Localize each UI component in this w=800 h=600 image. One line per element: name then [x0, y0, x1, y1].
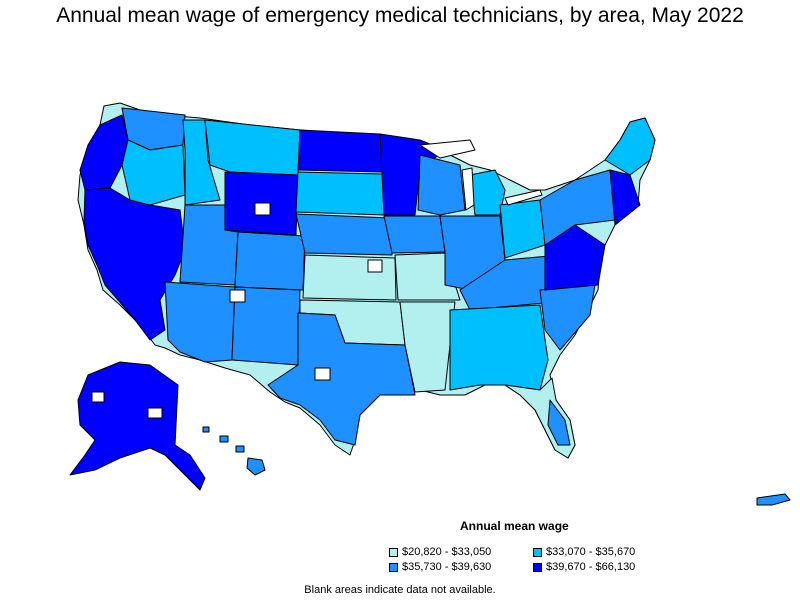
- lake-superior: [419, 139, 476, 159]
- region-florida: [504, 377, 576, 459]
- legend-label: $39,670 - $66,130: [546, 561, 636, 573]
- no-data-area: [254, 202, 271, 216]
- no-data-area: [314, 367, 331, 381]
- legend-item-range-1: $20,820 - $33,050: [389, 546, 491, 558]
- legend-swatch: [389, 562, 398, 572]
- region-iowa: [383, 215, 446, 254]
- region-minnesota: [379, 133, 446, 216]
- lake-erie: [504, 189, 543, 206]
- legend-item-range-4: $39,670 - $66,130: [533, 561, 635, 573]
- legend-label: $33,070 - $35,670: [546, 546, 636, 558]
- region-hawaii-big-island: [246, 457, 266, 476]
- region-oregon: [121, 139, 186, 206]
- legend-item-range-3: $35,730 - $39,630: [389, 561, 491, 573]
- legend-label: $35,730 - $39,630: [402, 561, 492, 573]
- region-colorado: [234, 231, 306, 291]
- map-title: Annual mean wage of emergency medical te…: [56, 4, 744, 27]
- legend-item-range-2: $33,070 - $35,670: [533, 546, 635, 558]
- no-data-area: [147, 407, 163, 419]
- region-missouri: [394, 252, 461, 301]
- region-south-florida: [547, 399, 571, 446]
- region-alaska: [69, 361, 206, 491]
- region-hawaii-kauai: [202, 426, 210, 433]
- region-puerto-rico: [756, 493, 791, 506]
- region-south-dakota: [295, 171, 385, 216]
- region-michigan: [469, 169, 506, 216]
- no-data-area: [229, 289, 246, 303]
- region-hawaii-oahu: [219, 435, 229, 443]
- region-nebraska: [295, 213, 393, 256]
- region-deep-south: [449, 304, 549, 391]
- region-new-england-north: [604, 117, 656, 176]
- no-data-area: [367, 259, 383, 273]
- region-hawaii-maui: [235, 445, 245, 453]
- footnote: Blank areas indicate data not available.: [304, 584, 496, 596]
- region-new-england-south: [609, 169, 641, 226]
- legend-label: $20,820 - $33,050: [402, 546, 492, 558]
- region-pacific-northwest-coast: [79, 114, 129, 191]
- legend-swatch: [533, 547, 542, 557]
- region-arkansas-louisiana: [399, 301, 456, 393]
- region-montana: [204, 119, 301, 176]
- legend-swatch: [533, 562, 542, 572]
- no-data-area: [91, 391, 105, 403]
- lake-michigan: [461, 167, 475, 211]
- region-texas: [267, 312, 416, 446]
- region-north-dakota: [297, 129, 383, 173]
- legend-swatch: [389, 547, 398, 557]
- region-wisconsin: [417, 154, 466, 216]
- legend-title: Annual mean wage: [460, 519, 569, 533]
